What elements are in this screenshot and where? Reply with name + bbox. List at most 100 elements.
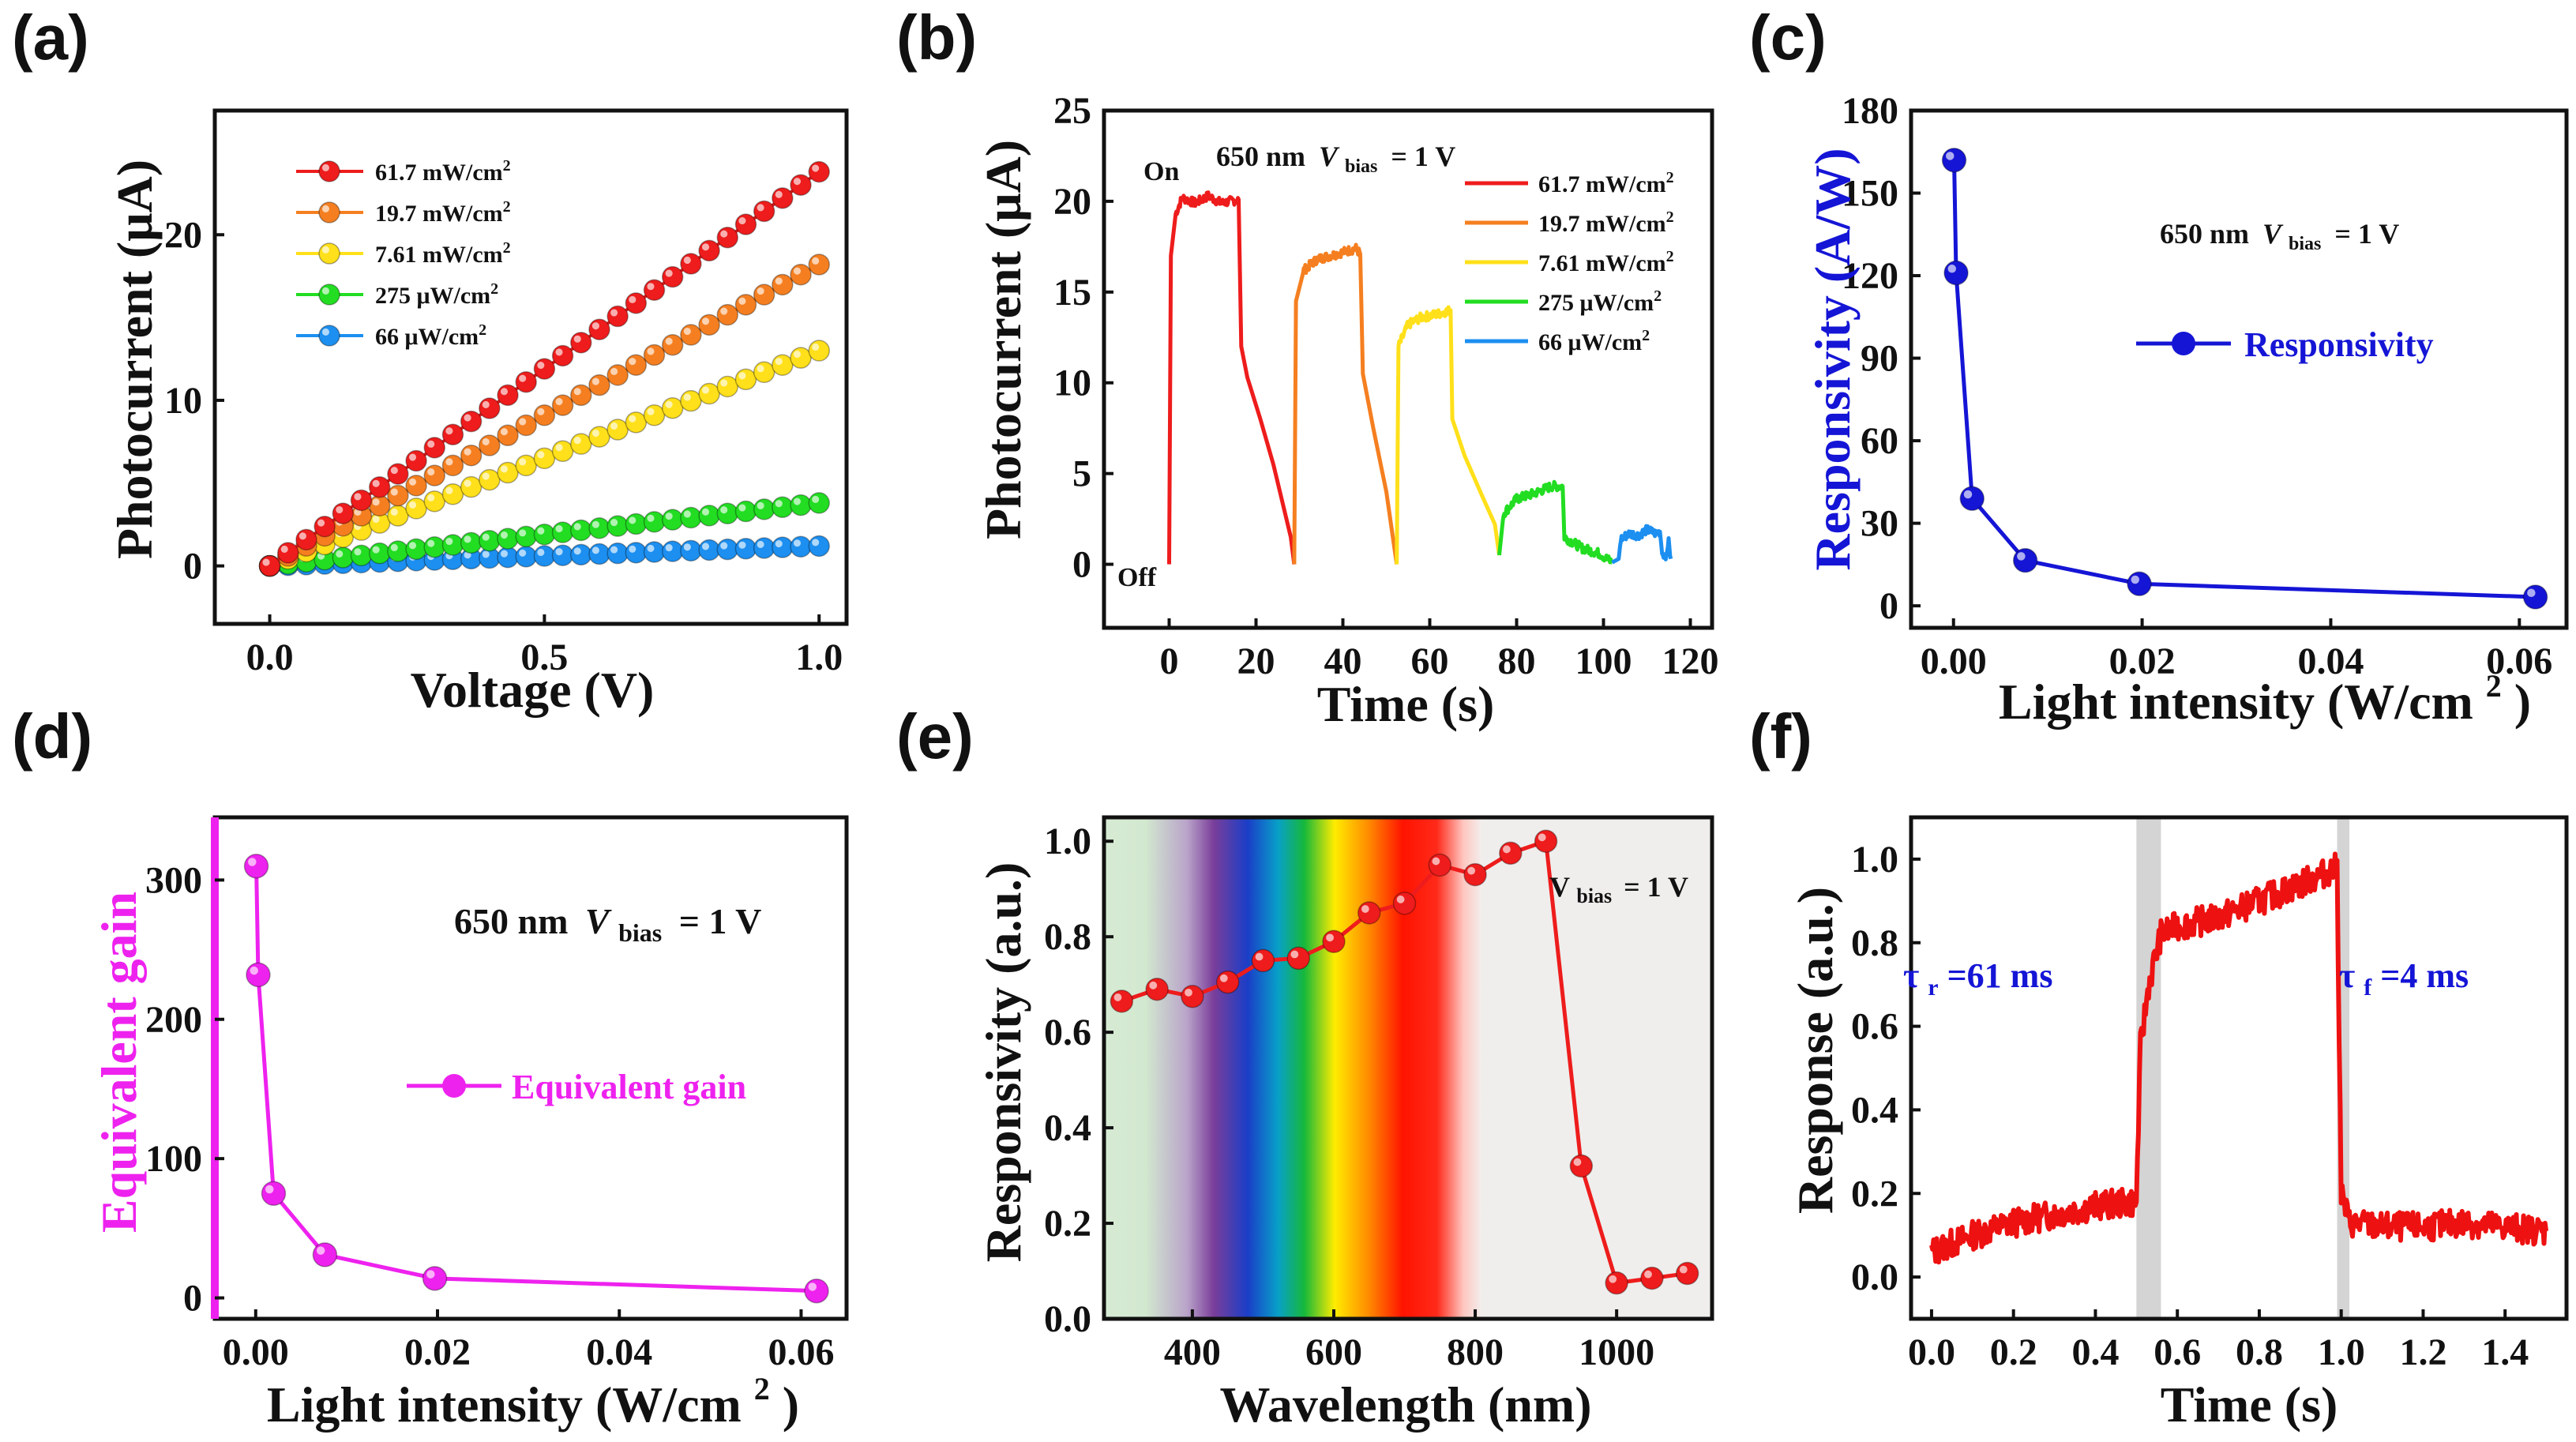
panel-a-data-point-highlight xyxy=(500,428,509,436)
panel-d-x-tick-label: 0.06 xyxy=(768,1331,834,1373)
panel-a-data-point-highlight xyxy=(390,543,398,552)
panel-a-data-point xyxy=(460,475,483,498)
panel-e-data-point xyxy=(1463,862,1487,887)
panel-a-data-point-highlight xyxy=(775,277,783,285)
panel-a-data-point-highlight xyxy=(408,453,417,461)
panel-a-legend-label-sup: 2 xyxy=(503,198,511,216)
panel-a-data-point xyxy=(808,340,830,362)
panel-d-x-tick-label: 0.04 xyxy=(586,1331,652,1373)
panel-d: 0.00 0.02 0.04 0.06 0 100 200 300 Light intensi… xyxy=(91,815,849,1433)
panel-f-rise-sub: r xyxy=(1928,974,1938,1001)
panel-a-legend-marker xyxy=(318,160,340,182)
panel-b-x-tick-label: 0 xyxy=(1160,640,1179,682)
panel-a-data-point-highlight xyxy=(610,519,618,527)
panel-a-data-point xyxy=(716,538,739,561)
panel-a-data-point-highlight xyxy=(537,548,545,557)
panel-b-legend-label: 19.7 mW/cm2 xyxy=(1538,208,1674,237)
panel-a-data-point-highlight xyxy=(390,508,398,516)
panel-a-data-point-highlight xyxy=(591,520,599,528)
panel-e-data-point xyxy=(1286,946,1310,971)
panel-a-data-point-highlight xyxy=(629,516,636,524)
panel-e-condition-suffix: = 1 V xyxy=(1624,871,1688,903)
panel-d-xlabel-main: Light intensity (W/cm xyxy=(267,1376,742,1433)
panel-f-rise-label: τ r =61 ms xyxy=(1903,956,2052,1003)
panel-a-data-point-highlight xyxy=(372,498,380,506)
panel-a-data-point xyxy=(588,543,610,565)
panel-d-plot-area xyxy=(211,815,849,1321)
panel-a-data-point xyxy=(551,394,574,416)
panel-a-data-point-highlight xyxy=(519,418,527,426)
panel-e-data-point-highlight xyxy=(1361,905,1369,913)
panel-a-data-point xyxy=(643,279,666,302)
panel-a-data-point-highlight xyxy=(519,374,527,382)
panel-a-data-point xyxy=(368,494,391,517)
panel-d-data-point-highlight xyxy=(808,1282,817,1291)
panel-a-data-point xyxy=(661,396,684,419)
panel-a-data-point-highlight xyxy=(445,458,453,466)
panel-a-data-point xyxy=(698,239,720,262)
panel-a-data-point xyxy=(423,464,446,486)
panel-e-data-point-highlight xyxy=(1219,974,1228,982)
panel-e-data-point-highlight xyxy=(1432,857,1440,866)
panel-d-ylabel: Equivalent gain xyxy=(91,892,147,1233)
panel-a-data-point-highlight xyxy=(647,514,655,522)
panel-a-data-point-highlight xyxy=(537,451,545,459)
panel-b-plot-area xyxy=(1102,108,1714,630)
panel-e-x-tick-label: 600 xyxy=(1305,1331,1362,1373)
panel-a-data-point xyxy=(716,375,739,398)
panel-a-data-point xyxy=(680,389,702,412)
panel-a-x-tick-label: 0.0 xyxy=(246,637,294,678)
panel-a-data-point xyxy=(790,535,812,558)
panel-b-y-tick-label: 5 xyxy=(1072,453,1091,495)
panel-a-legend-marker-highlight xyxy=(321,287,330,295)
panel-a-data-point xyxy=(808,253,830,276)
panel-c-condition-suffix: = 1 V xyxy=(2334,218,2399,250)
panel-a-data-point-highlight xyxy=(408,542,417,550)
panel-a-data-point-highlight xyxy=(701,508,710,516)
panel-a-legend-label: 7.61 mW/cm2 xyxy=(375,239,511,268)
panel-f-x-tick-label: 0.0 xyxy=(1908,1331,1955,1373)
panel-d-condition: 650 nm V bias = 1 V xyxy=(454,901,761,949)
panel-a-data-point xyxy=(625,354,648,376)
panel-b-y-tick-label: 10 xyxy=(1053,362,1091,404)
panel-d-condition-v: V xyxy=(585,901,612,941)
panel-a-data-point-highlight xyxy=(793,498,802,505)
panel-f-xlabel: Time (s) xyxy=(2161,1376,2338,1433)
panel-b-x-tick-label: 40 xyxy=(1324,640,1362,682)
panel-a-data-point-highlight xyxy=(665,269,673,277)
panel-a-data-point-highlight xyxy=(629,415,636,422)
panel-a-data-point-highlight xyxy=(464,535,471,543)
panel-a-data-point-highlight xyxy=(647,407,655,415)
panel-a-data-point xyxy=(387,505,409,527)
panel-a-xlabel: Voltage (V) xyxy=(411,662,655,718)
panel-c-data-point xyxy=(2522,584,2548,610)
panel-a-data-point-highlight xyxy=(775,500,783,508)
panel-b-legend-label: 7.61 mW/cm2 xyxy=(1538,248,1674,276)
panel-a-data-point xyxy=(661,265,684,288)
panel-e-data-point xyxy=(1322,929,1346,953)
panel-a-data-point-highlight xyxy=(427,468,435,476)
panel-a-data-point xyxy=(753,361,775,384)
panel-b: 0 20 40 60 80 100 120 0 5 10 15 20 25 Time (s) Photo… xyxy=(975,90,1719,732)
panel-b-legend-label-sup: 2 xyxy=(1642,327,1650,344)
panel-a-data-point-highlight xyxy=(775,190,783,198)
panel-a-data-point xyxy=(387,463,409,485)
panel-a-data-point xyxy=(588,374,610,396)
panel-f-fall-label: τ f =4 ms xyxy=(2339,956,2469,1003)
panel-f-series-line xyxy=(1929,851,2549,1265)
panel-a-data-point-highlight xyxy=(812,257,820,265)
panel-b-x-tick-label: 80 xyxy=(1498,640,1536,682)
panel-f-x-tick-label: 1.2 xyxy=(2399,1331,2446,1373)
panel-e-data-point xyxy=(1499,841,1523,866)
panel-e-y-tick-label: 1.0 xyxy=(1044,821,1091,862)
panel-e-data-point xyxy=(1534,829,1558,853)
panel-a-data-point-highlight xyxy=(427,539,435,547)
panel-c-data-point xyxy=(2127,571,2152,597)
panel-b-legend-label: 275 μW/cm2 xyxy=(1538,287,1662,316)
panel-a-data-point-highlight xyxy=(500,388,509,396)
panel-f-y-tick-label: 0.2 xyxy=(1851,1173,1898,1215)
panel-d-data-point xyxy=(261,1181,287,1206)
panel-a-data-point-highlight xyxy=(354,548,362,556)
panel-e-plot-area xyxy=(1102,815,1714,1321)
panel-f-fall-value: =4 ms xyxy=(2380,956,2469,995)
